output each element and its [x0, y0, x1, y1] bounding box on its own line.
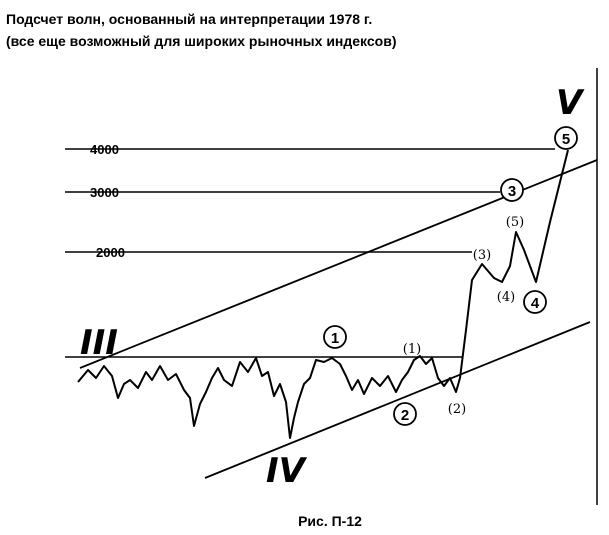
- minor-wave-label: (4): [497, 290, 515, 305]
- minor-wave-label: (2): [448, 402, 466, 417]
- degree-label: III: [80, 323, 118, 363]
- title-line: (все еще возможный для широких рыночных …: [6, 33, 396, 49]
- wave-label: 1: [331, 330, 339, 347]
- axis-label: 3000: [90, 185, 119, 200]
- wave-label: 3: [508, 183, 516, 200]
- minor-wave-label: (3): [473, 248, 491, 263]
- degree-label: V: [556, 83, 585, 123]
- minor-wave-label: (1): [403, 342, 421, 357]
- wave-label: 4: [531, 295, 540, 312]
- axis-label: 2000: [96, 245, 125, 260]
- wave-label: 5: [562, 131, 570, 148]
- minor-wave-label: (5): [506, 215, 524, 230]
- title-line: Подсчет волн, основанный на интерпретаци…: [6, 11, 372, 27]
- axis-label: 4000: [90, 142, 119, 157]
- caption: Рис. П-12: [298, 513, 362, 529]
- degree-label: IV: [266, 451, 308, 491]
- wave-label: 2: [401, 407, 409, 424]
- chart-lines: [65, 68, 598, 505]
- wave-circles: [323, 126, 578, 426]
